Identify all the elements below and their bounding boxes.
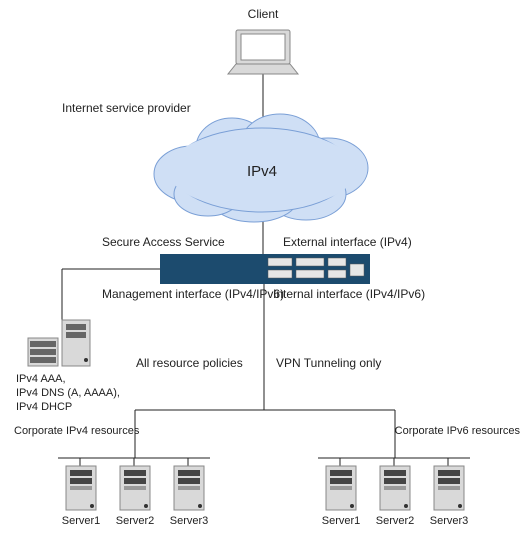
server-left-1 xyxy=(66,466,96,510)
appliance-slot xyxy=(268,270,292,278)
server-group-left: Server1 Server2 Server3 xyxy=(58,458,210,527)
vpn-only-label: VPN Tunneling only xyxy=(276,356,381,370)
server-label-right-3: Server3 xyxy=(430,515,469,527)
client-label: Client xyxy=(248,7,279,21)
ext-iface-label: External interface (IPv4) xyxy=(283,235,412,249)
appliance-slot xyxy=(296,258,324,266)
rack-unit xyxy=(30,349,56,355)
mgmt-service-line-0: IPv4 AAA, xyxy=(16,373,66,385)
appliance-slot xyxy=(328,270,346,278)
mgmt-devices xyxy=(28,320,90,366)
appliance-slot xyxy=(328,258,346,266)
cloud-label: IPv4 xyxy=(247,163,277,180)
server-group-right: Server1 Server2 Server3 xyxy=(318,458,470,527)
mgmt-iface-label: Management interface (IPv4/IPv6) xyxy=(102,287,284,301)
corp-v6-label: Corporate IPv6 resources xyxy=(395,425,521,437)
appliance-slot xyxy=(296,270,324,278)
int-iface-label: Internal interface (IPv4/IPv6) xyxy=(273,287,425,301)
server-right-3 xyxy=(434,466,464,510)
server-label-right-2: Server2 xyxy=(376,515,415,527)
mgmt-service-line-1: IPv4 DNS (A, AAAA), xyxy=(16,387,120,399)
appliance-slot xyxy=(268,258,292,266)
appliance-slot xyxy=(350,264,364,276)
secure-access-appliance xyxy=(160,254,370,284)
secure-access-label: Secure Access Service xyxy=(102,235,225,249)
server-left-3 xyxy=(174,466,204,510)
mgmt-service-line-2: IPv4 DHCP xyxy=(16,401,72,413)
server-label-left-2: Server2 xyxy=(116,515,155,527)
server-label-left-1: Server1 xyxy=(62,515,101,527)
isp-label: Internet service provider xyxy=(62,101,191,115)
server-left-2 xyxy=(120,466,150,510)
corp-v4-label: Corporate IPv4 resources xyxy=(14,425,140,437)
server-label-right-1: Server1 xyxy=(322,515,361,527)
server-label-left-3: Server3 xyxy=(170,515,209,527)
all-policies-label: All resource policies xyxy=(136,356,243,370)
rack-unit xyxy=(30,341,56,347)
rack-unit xyxy=(30,357,56,363)
server-right-2 xyxy=(380,466,410,510)
client-laptop xyxy=(228,30,298,74)
server-right-1 xyxy=(326,466,356,510)
